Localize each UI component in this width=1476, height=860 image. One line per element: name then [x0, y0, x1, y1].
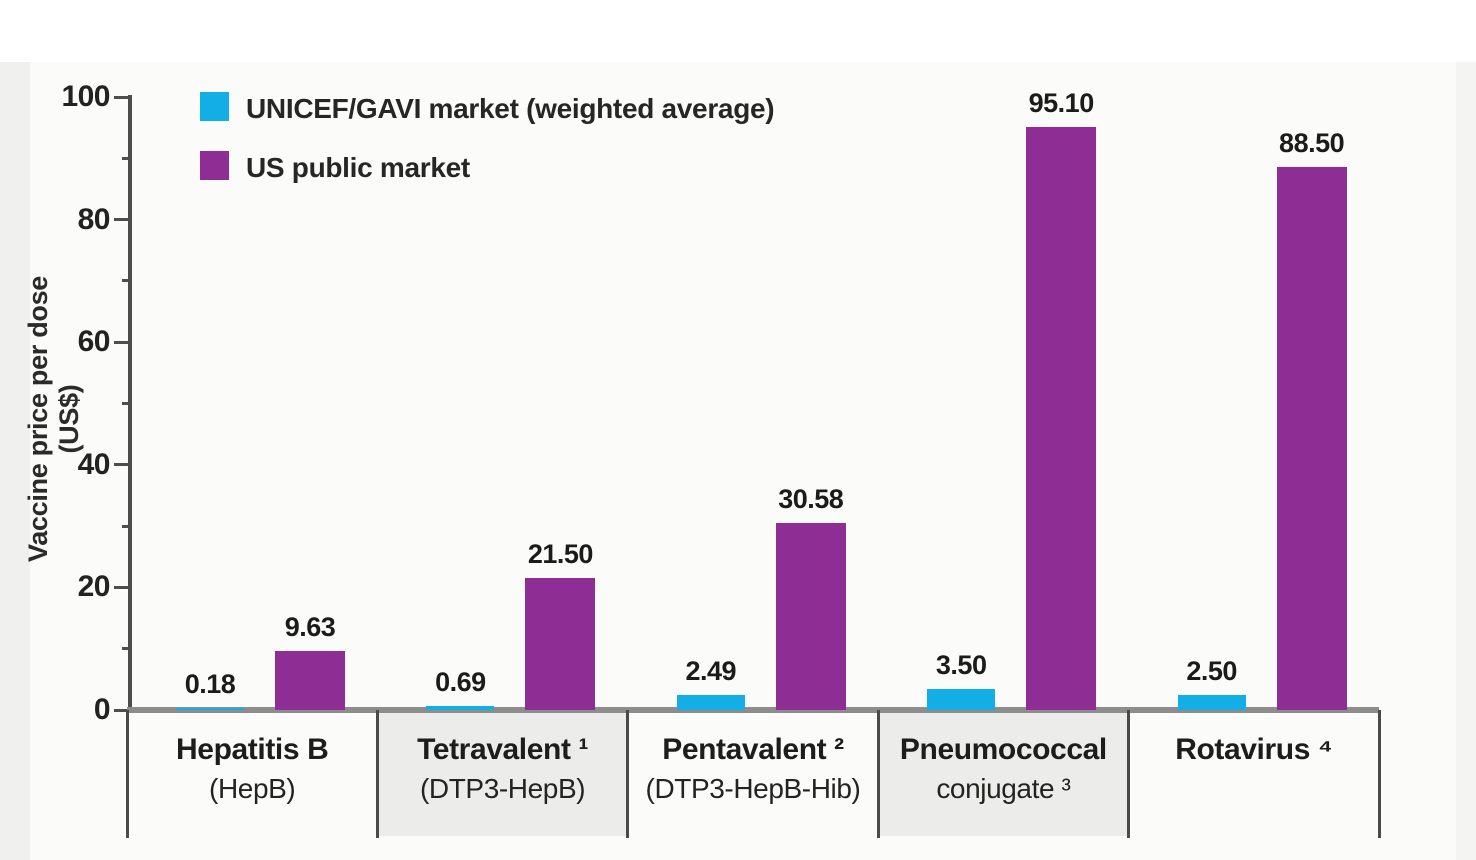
- bar-value-label: 88.50: [1279, 128, 1345, 159]
- bar-unicef-gavi-3: [927, 688, 996, 710]
- y-minor-tick: [122, 524, 130, 528]
- category-cell: Pneumococcal conjugate ³: [880, 713, 1127, 836]
- legend-label-us-public: US public market: [246, 152, 470, 183]
- category-divider: [876, 710, 880, 838]
- legend-swatch-unicef-gavi: [200, 92, 229, 121]
- category-label-line1: Pneumococcal: [899, 733, 1107, 766]
- category-cell: Hepatitis B (HepB): [129, 713, 375, 836]
- category-label-line2: conjugate ³: [936, 773, 1071, 804]
- y-minor-tick: [122, 279, 130, 283]
- bar-unicef-gavi-1: [426, 705, 495, 710]
- category-label-line1: Tetravalent ¹: [417, 733, 589, 766]
- bar-us-public-3: [1026, 127, 1097, 710]
- category-cell: Rotavirus ⁴: [1131, 713, 1377, 836]
- category-cell: Pentavalent ² (DTP3-HepB-Hib): [630, 713, 876, 836]
- bar-value-label: 95.10: [1028, 88, 1095, 119]
- bar-us-public-1: [525, 578, 596, 710]
- bar-value-label: 3.50: [935, 649, 987, 680]
- y-major-tick: [114, 585, 130, 589]
- y-minor-tick: [122, 647, 130, 651]
- category-label-line1: Hepatitis B: [176, 733, 329, 766]
- category-label-line1: Pentavalent ²: [662, 733, 844, 766]
- category-divider: [1127, 710, 1131, 838]
- y-tick-label: 0: [93, 693, 111, 726]
- category-divider: [1377, 710, 1381, 838]
- category-cell: Tetravalent ¹ (DTP3-HepB): [379, 713, 626, 836]
- bar-value-label: 21.50: [527, 539, 594, 570]
- y-tick-label: 80: [77, 202, 111, 236]
- category-divider: [125, 710, 129, 838]
- bar-unicef-gavi-0: [176, 708, 244, 710]
- bar-value-label: 0.69: [435, 666, 486, 697]
- category-label-line2: (DTP3-HepB): [419, 773, 586, 804]
- bar-unicef-gavi-4: [1177, 694, 1246, 710]
- y-major-tick: [114, 463, 130, 467]
- bar-us-public-2: [775, 522, 846, 710]
- y-minor-tick: [122, 402, 130, 405]
- category-label-line2: (HepB): [209, 773, 296, 804]
- bar-value-label: 0.18: [184, 669, 236, 699]
- category-label-line2: (DTP3-HepB-Hib): [645, 773, 861, 804]
- bar-value-label: 30.58: [778, 483, 844, 514]
- legend-swatch-us-public: [200, 151, 229, 180]
- y-major-tick: [114, 95, 130, 99]
- y-major-tick: [114, 340, 130, 344]
- bar-us-public-0: [275, 650, 345, 710]
- category-divider: [626, 710, 630, 838]
- bar-value-label: 9.63: [284, 611, 336, 642]
- y-axis-title: Vaccine price per dose (US$): [23, 275, 84, 563]
- right-edge-shading: [1456, 62, 1476, 860]
- y-tick-label: 40: [77, 447, 111, 481]
- bar-value-label: 2.49: [685, 655, 737, 686]
- bar-value-label: 2.50: [1186, 655, 1237, 686]
- y-tick-label: 60: [77, 325, 111, 359]
- y-axis-line: [128, 95, 132, 712]
- y-major-tick: [114, 218, 130, 222]
- category-label-line1: Rotavirus ⁴: [1175, 733, 1333, 766]
- y-minor-tick: [122, 156, 130, 160]
- category-divider: [375, 710, 379, 838]
- left-edge-shading: [0, 62, 30, 860]
- bar-unicef-gavi-2: [676, 694, 745, 710]
- legend-label-unicef-gavi: UNICEF/GAVI market (weighted average): [246, 93, 775, 124]
- chart-background-panel: [0, 62, 1476, 860]
- y-tick-label: 20: [77, 570, 111, 604]
- y-tick-label: 100: [61, 80, 110, 113]
- x-axis-baseline: [127, 707, 1379, 713]
- bar-us-public-4: [1276, 167, 1347, 710]
- y-major-tick: [114, 708, 130, 712]
